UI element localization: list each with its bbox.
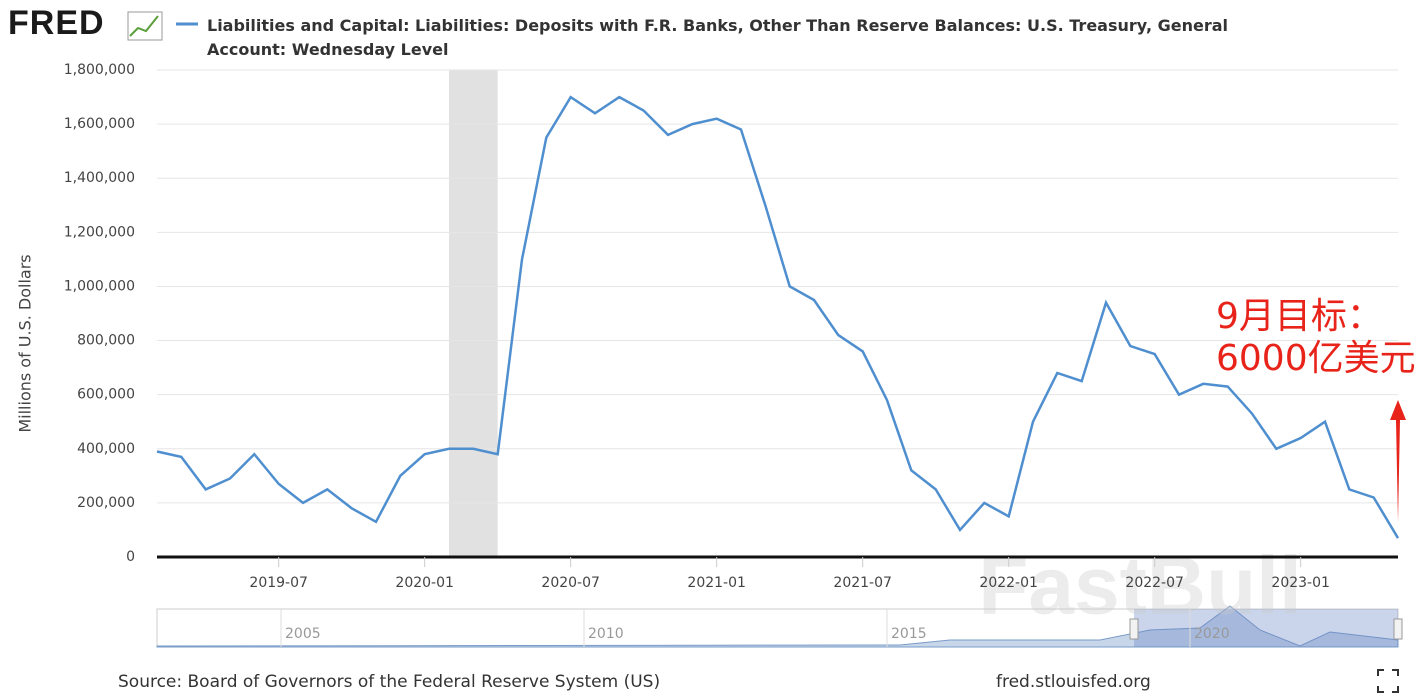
y-tick-label: 0 — [126, 549, 135, 565]
navigator-label: 2020 — [1194, 626, 1230, 642]
x-tick-label: 2022-01 — [979, 575, 1038, 591]
navigator-label: 2010 — [588, 626, 624, 642]
annotation-arrow — [1390, 400, 1406, 522]
fullscreen-button[interactable] — [1377, 669, 1399, 693]
annotation: 9月目标： — [1216, 296, 1383, 337]
y-tick-label: 1,800,000 — [64, 62, 135, 78]
site-link[interactable]: fred.stlouisfed.org — [996, 672, 1151, 692]
y-tick-label: 1,200,000 — [64, 224, 135, 240]
navigator-series — [156, 605, 1399, 648]
navigator-window[interactable] — [1134, 609, 1398, 647]
x-tick-label: 2019-07 — [249, 575, 308, 591]
y-axis-label: Millions of U.S. Dollars — [16, 254, 35, 432]
logo: FRED — [8, 4, 105, 42]
recession-shading — [449, 70, 498, 557]
x-tick-label: 2023-01 — [1271, 575, 1330, 591]
y-tick-label: 200,000 — [77, 495, 135, 511]
navigator-handle[interactable] — [1393, 618, 1403, 640]
annotation: 6000亿美元 — [1216, 338, 1416, 379]
navigator-label: 2005 — [285, 626, 321, 642]
y-tick-label: 1,000,000 — [64, 278, 135, 294]
x-tick-label: 2021-07 — [833, 575, 892, 591]
navigator-label: 2015 — [891, 626, 927, 642]
series-line — [156, 95, 1400, 539]
x-tick-label: 2021-01 — [687, 575, 746, 591]
logo-icon-frame — [127, 11, 163, 41]
x-tick-label: 2020-07 — [541, 575, 600, 591]
y-tick-label: 400,000 — [77, 441, 135, 457]
y-tick-label: 600,000 — [77, 387, 135, 403]
navigator-handle[interactable] — [1129, 618, 1139, 640]
y-tick-label: 800,000 — [77, 333, 135, 349]
legend-entry: Liabilities and Capital: Liabilities: De… — [207, 16, 1228, 59]
logo-icon — [129, 15, 159, 37]
x-tick-label: 2020-01 — [395, 575, 454, 591]
x-tick-label: 2022-07 — [1125, 575, 1184, 591]
y-tick-label: 1,600,000 — [64, 116, 135, 132]
y-tick-label: 1,400,000 — [64, 170, 135, 186]
source: Source: Board of Governors of the Federa… — [118, 672, 661, 692]
